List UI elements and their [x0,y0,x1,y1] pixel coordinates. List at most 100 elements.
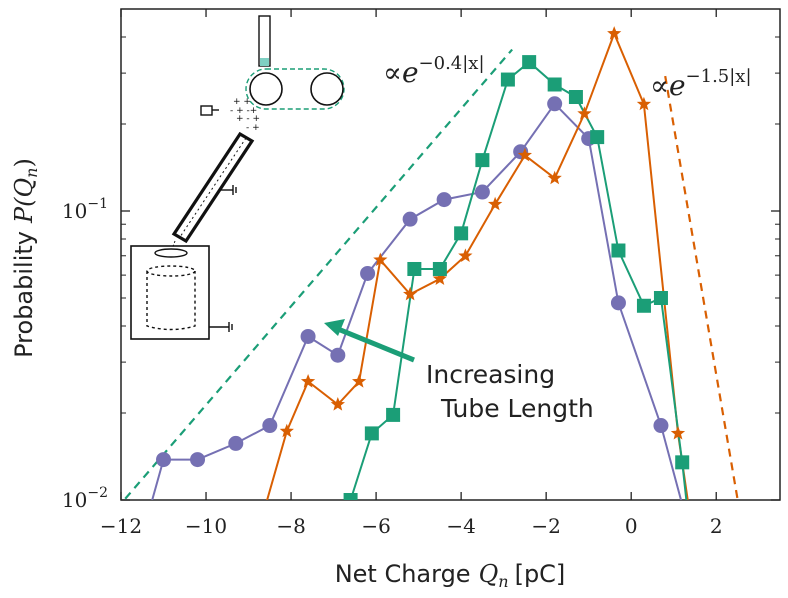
data-point-square [454,226,469,241]
data-point-square [364,426,379,441]
data-point-star [458,248,473,262]
x-axis-title: Net Charge Qn [pC] [335,560,566,591]
data-point-star [636,96,652,111]
x-axis-title-text: Net Charge [335,560,471,588]
guide-label-exp-1.5: ∝e−1.5|x| [650,66,752,102]
y-axis: 10−2 10−1 [62,36,780,512]
guide-label-exp-0.4: ∝e−0.4|x| [383,53,485,89]
x-tick-label: 0 [625,514,638,538]
faraday-cup-rim [146,265,196,277]
y-axis-title: Probability P(Qn) [10,158,41,358]
charged-grains: + + - + -+ + - + - + [230,97,260,133]
annotation-line1: Increasing [426,360,555,389]
data-point-star [330,397,345,411]
y-axis-title-symbol: P(Q [10,178,38,224]
data-point-circle [262,418,278,434]
data-point-circle [330,347,346,363]
data-point-circle [300,328,316,344]
data-point-circle [653,418,669,434]
svg-text:∝e−0.4|x|: ∝e−0.4|x| [383,53,485,89]
data-point-square [636,298,651,313]
y-axis-title-close: ) [10,158,38,167]
data-point-square [675,455,690,470]
svg-text:+ - +: + - + [236,114,260,124]
guide-label-base: e [669,69,686,102]
guide-lines [124,48,739,500]
y-axis-title-text: Probability [10,231,38,358]
data-point-square [500,72,515,87]
data-point-circle [190,452,206,468]
guide-label-exponent: −1.5|x| [686,66,752,87]
plot-area [120,8,781,501]
y-tick-label: 10−1 [62,196,108,223]
faraday-cup [146,271,196,331]
faraday-box [130,245,210,340]
guide-line-exp-1.5 [664,75,739,499]
x-tick-label: −8 [276,514,305,538]
x-tick-label: −4 [446,514,475,538]
x-axis-title-symbol: Q [479,560,499,588]
data-point-square [407,261,422,276]
data-point-square [475,153,490,168]
x-tick-label: 2 [710,514,723,538]
guide-line-exp-0.4 [124,48,513,500]
data-point-square [343,493,358,500]
data-point-circle [610,295,626,311]
data-point-square [386,407,401,422]
x-tick-label: −10 [185,514,227,538]
y-axis-title-sub: n [22,168,41,178]
data-point-circle [360,265,376,281]
data-point-star [403,286,418,301]
y-tick-label: 10−2 [62,485,108,512]
data-point-star [607,26,622,40]
hopper-grains [260,58,269,66]
data-point-circle [402,211,418,227]
data-point-circle [547,96,563,112]
data-point-square [547,77,562,92]
faraday-cup-top [154,248,188,258]
data-point-star [373,252,388,266]
data-point-circle [436,192,452,208]
data-point-star [577,106,592,120]
data-point-star [279,423,294,438]
data-point-circle [156,452,172,468]
data-point-square [568,90,583,105]
data-point-circle [228,435,244,451]
svg-text:- + -+: - + -+ [230,106,257,116]
conveyor-wheel-right [310,72,344,106]
annotation-line2: Tube Length [440,394,594,423]
data-point-circle [474,184,490,200]
data-point-star [300,374,316,388]
apparatus-schematic: + + - + -+ + - + - + [130,15,345,340]
conveyor-belt [245,68,345,110]
conveyor-wheel-left [249,72,283,106]
data-point-square [590,130,605,145]
svg-text:+ +: + + [233,97,251,107]
data-point-square [653,290,668,305]
x-axis-title-sub: n [498,572,508,591]
inclined-tube [171,131,255,244]
x-axis-title-unit: [pC] [515,560,566,588]
data-point-star [670,425,686,440]
data-point-star [352,374,367,388]
x-axis: −12 −10 −8 −6 −4 −2 0 2 [100,9,723,538]
data-point-star [547,170,562,185]
box-ground-icon [209,322,233,332]
data-point-square [522,55,537,70]
guide-label-exponent: −0.4|x| [419,53,485,74]
x-tick-label: −2 [531,514,560,538]
x-tick-label: −6 [361,514,390,538]
svg-text:∝e−1.5|x|: ∝e−1.5|x| [650,66,752,102]
guide-label-base: e [402,56,419,89]
x-tick-label: −12 [100,514,142,538]
svg-text:- +: - + [246,123,260,133]
guide-label-prefix: ∝ [650,69,669,102]
tube-ground-icon [220,185,237,195]
data-point-square [611,243,626,258]
data-point-star [432,271,447,285]
data-point-square [432,261,447,276]
data-point-star [488,196,503,211]
increasing-length-arrow [324,319,415,363]
series-markers [156,26,690,500]
